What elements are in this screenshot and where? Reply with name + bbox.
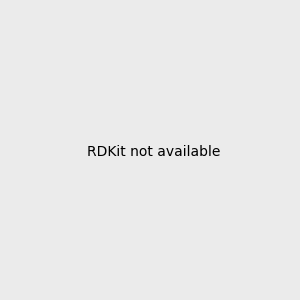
Text: RDKit not available: RDKit not available xyxy=(87,145,220,158)
